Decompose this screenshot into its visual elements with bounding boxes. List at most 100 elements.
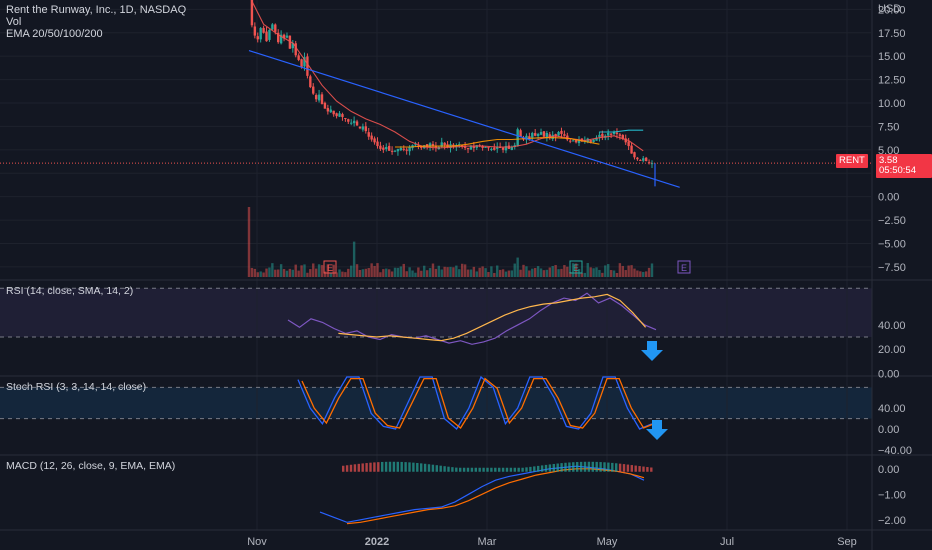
volume-bar (297, 270, 300, 277)
candle-body (636, 157, 639, 160)
volume-bar (504, 271, 508, 277)
trendline (248, 49, 680, 188)
macd-histogram-bar (490, 467, 493, 472)
volume-bar (428, 268, 432, 277)
candle-body (589, 139, 592, 143)
macd-histogram-bar (591, 461, 594, 472)
macd-histogram-bar (533, 466, 536, 472)
volume-bar (501, 269, 505, 277)
volume-bar (627, 265, 630, 277)
volume-bar (612, 270, 616, 277)
candle-body (408, 147, 411, 152)
time-axis-label: 2022 (365, 536, 389, 548)
candle-body (396, 148, 400, 152)
macd-histogram-bar (365, 463, 368, 472)
volume-bar (560, 268, 563, 277)
volume-bar (300, 265, 303, 277)
candle-body (472, 146, 476, 148)
volume-bar (595, 267, 598, 277)
macd-histogram-bar (443, 466, 446, 472)
volume-bar (417, 267, 420, 277)
candle-body (279, 34, 283, 44)
volume-bar (615, 272, 619, 277)
macd-histogram-bar (342, 465, 345, 472)
candle-body (525, 135, 528, 140)
candle-body (341, 114, 344, 118)
volume-bar (533, 268, 537, 277)
price-tick-label: 17.50 (878, 28, 906, 40)
candle-body (268, 29, 271, 40)
candle-body (551, 134, 554, 140)
volume-bar (253, 268, 257, 277)
candle-body (288, 35, 292, 49)
volume-bar (411, 270, 414, 277)
volume-bar (644, 271, 648, 277)
price-tick-label: −2.50 (878, 215, 906, 227)
candle-body (347, 119, 350, 122)
candle-body (463, 146, 467, 148)
volume-bar (379, 272, 382, 277)
macd-histogram-bar (572, 462, 575, 472)
macd-histogram-bar (646, 467, 649, 472)
volume-bar (639, 271, 642, 277)
volume-bar (361, 269, 365, 277)
candle-body (405, 149, 408, 151)
candle-body (533, 133, 537, 136)
volume-bar (344, 272, 347, 277)
volume-bar (443, 266, 446, 277)
candle-body (440, 142, 443, 147)
earnings-icon (677, 260, 691, 274)
volume-bar (574, 263, 578, 277)
candle-body (332, 110, 335, 115)
volume-bar (598, 269, 601, 277)
countdown-badge: 05:50:54 (876, 164, 932, 178)
macd-histogram-bar (618, 463, 622, 472)
candle-body (496, 147, 499, 149)
candle-body (490, 148, 493, 150)
volume-bar (589, 267, 592, 277)
macd-histogram-bar (595, 461, 598, 472)
ticker-tag: RENT (836, 154, 868, 168)
candle-body (504, 146, 508, 151)
volume-bar (329, 272, 332, 277)
macd-histogram-bar (560, 463, 563, 472)
candle-body (277, 32, 280, 43)
candle-body (402, 148, 405, 150)
candle-body (414, 144, 417, 146)
volume-bar (519, 269, 522, 277)
volume-bar (323, 271, 327, 277)
macd-histogram-bar (408, 462, 411, 472)
volume-bar (469, 269, 473, 277)
time-axis-label: May (597, 536, 618, 548)
candle-body (650, 163, 654, 165)
macd-histogram-bar (564, 462, 567, 472)
candle-body (338, 113, 341, 117)
volume-bar (387, 269, 391, 277)
macd-tick-label: 0.00 (878, 464, 899, 476)
candle-body (323, 102, 327, 109)
price-tick-label: 15.00 (878, 51, 906, 63)
volume-bar (545, 269, 549, 277)
volume-bar (294, 264, 297, 277)
macd-histogram-bar (361, 463, 364, 472)
macd-histogram-bar (603, 462, 606, 472)
earnings-marker-label: E (327, 263, 333, 273)
candle-body (352, 120, 356, 124)
earnings-icon (323, 260, 337, 274)
stoch-tick-label: −40.00 (878, 445, 912, 457)
candle-body (373, 138, 376, 143)
volume-bar (425, 270, 429, 277)
candle-body (493, 147, 496, 150)
candle-body (443, 142, 446, 146)
candle-body (557, 132, 560, 136)
candle-body (271, 24, 274, 30)
candle-body (542, 131, 546, 137)
candle-body (253, 26, 257, 36)
volume-bar (373, 265, 376, 277)
macd-histogram-bar (568, 462, 571, 472)
candle-body (335, 113, 338, 117)
macd-histogram-bar (540, 465, 544, 472)
candle-body (306, 56, 309, 76)
volume-bar (624, 270, 627, 277)
